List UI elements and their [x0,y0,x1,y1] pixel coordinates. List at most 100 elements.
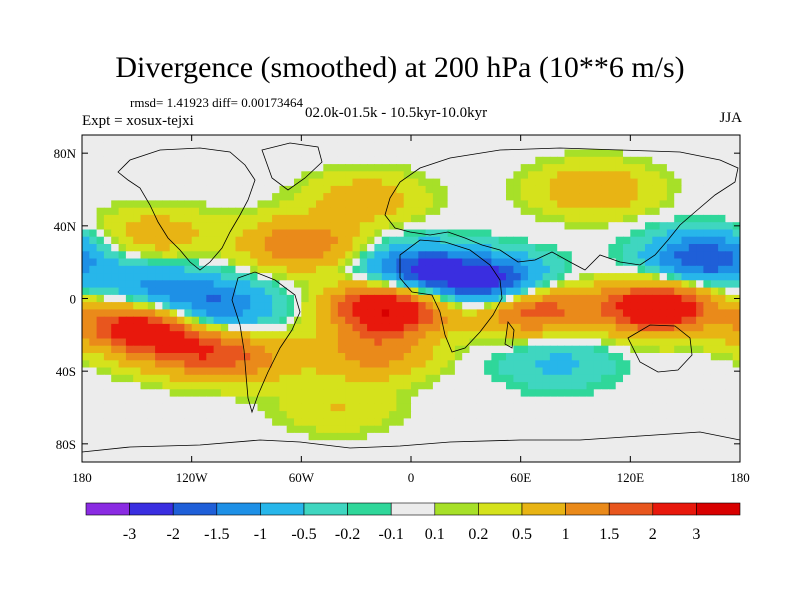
field-cell [469,171,478,180]
field-cell [549,236,558,245]
field-cell [608,142,617,151]
field-cell [96,251,105,260]
field-cell [147,214,156,223]
field-cell [696,411,704,419]
field-cell [447,331,456,340]
field-cell [498,251,507,260]
field-cell [608,273,617,281]
field-cell [718,454,726,462]
field-cell [732,164,740,172]
field-cell [440,149,449,158]
field-cell [411,135,419,143]
field-cell [601,200,609,209]
field-cell [169,178,178,187]
field-cell [549,411,558,419]
field-cell [462,135,471,143]
field-cell [425,164,434,172]
field-cell [696,323,704,332]
field-cell [520,185,529,194]
field-cell [228,440,237,449]
field-cell [206,360,215,369]
field-cell [191,432,200,441]
field-cell [235,280,244,289]
field-cell [199,178,207,187]
field-cell [447,142,456,151]
field-cell [462,440,471,449]
field-cell [125,345,134,354]
field-cell [513,403,522,412]
field-cell [432,353,441,361]
field-cell [330,236,339,245]
field-cell [133,193,142,201]
field-cell [199,389,207,398]
field-cell [411,447,419,456]
field-cell [688,229,697,238]
field-cell [272,425,280,434]
field-cell [725,171,734,180]
field-cell [674,178,683,187]
field-cell [491,440,500,449]
field-cell [542,367,551,376]
field-cell [89,135,98,143]
field-cell [476,432,485,441]
field-cell [564,287,573,296]
field-cell [718,135,726,143]
field-cell [367,214,375,223]
field-cell [696,367,704,376]
field-cell [652,229,661,238]
field-cell [564,149,573,158]
field-cell [294,265,302,274]
field-cell [389,149,397,158]
field-cell [549,185,558,194]
field-cell [454,251,463,260]
field-cell [220,222,229,231]
field-cell [513,454,522,462]
field-cell [337,178,346,187]
field-cell [542,251,551,260]
field-cell [418,280,427,289]
field-cell [425,360,434,369]
field-cell [323,440,332,449]
field-cell [623,258,631,267]
field-cell [498,156,507,165]
field-cell [301,229,310,238]
field-cell [710,454,719,462]
field-cell [374,258,383,267]
field-cell [674,345,683,354]
field-cell [352,411,361,419]
field-cell [498,331,507,340]
field-cell [220,149,229,158]
field-cell [513,171,522,180]
field-cell [381,251,390,260]
field-cell [579,258,588,267]
field-cell [89,265,98,274]
field-cell [301,454,310,462]
field-cell [367,142,375,151]
field-cell [710,200,719,209]
field-cell [688,338,697,347]
field-cell [103,193,112,201]
field-cell [103,251,112,260]
field-cell [155,411,163,419]
field-cell [367,287,375,296]
field-cell [316,374,324,383]
field-cell [337,360,346,369]
field-cell [688,360,697,369]
field-cell [272,382,280,390]
field-cell [732,302,740,310]
field-cell [118,287,127,296]
field-cell [103,403,112,412]
field-cell [462,178,471,187]
field-cell [359,265,368,274]
field-cell [337,353,346,361]
field-cell [623,222,631,231]
field-cell [491,164,500,172]
field-cell [601,374,609,383]
field-cell [103,156,112,165]
field-cell [213,156,222,165]
field-cell [250,302,259,310]
field-cell [688,280,697,289]
field-cell [403,251,412,260]
field-cell [703,440,712,449]
field-cell [637,280,646,289]
